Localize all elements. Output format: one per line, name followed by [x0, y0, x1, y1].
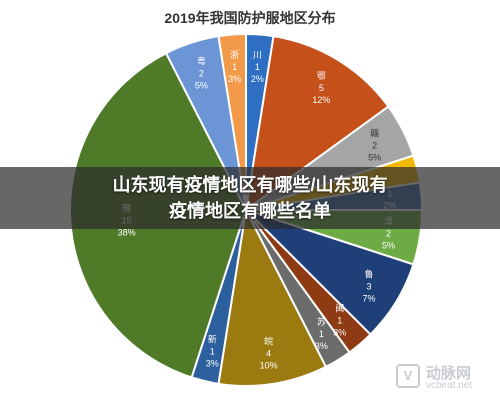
overlay-headline: 山东现有疫情地区有哪些/山东现有 疫情地区有哪些名单: [60, 172, 440, 224]
slice-label-1: 鄂 5 12%: [312, 71, 330, 105]
overlay-banner: [0, 167, 500, 229]
overlay-headline-line-1: 山东现有疫情地区有哪些/山东现有: [112, 175, 388, 195]
overlay-headline-line-2: 疫情地区有哪些名单: [169, 201, 331, 221]
pie-slice-13: [217, 32, 247, 211]
chart-title: 2019年我国防护服地区分布: [164, 10, 336, 26]
slice-label-13: 浙 1 3%: [228, 49, 241, 84]
slice-label-2: 赣 2 5%: [368, 127, 381, 162]
slice-label-0: 川 1 2%: [251, 50, 264, 84]
slice-label-8: 苏 1 3%: [315, 316, 328, 351]
slice-label-9: 皖 4 10%: [260, 336, 278, 371]
slice-label-12: 粤 2 5%: [195, 56, 208, 91]
pie-slice-1: [244, 35, 390, 213]
pie-slice-9: [217, 206, 328, 387]
watermark-name: 动脉网: [426, 365, 472, 382]
slice-label-6: 鲁 3 7%: [363, 268, 376, 303]
watermark-url: vcbeat.net: [426, 380, 473, 391]
slice-label-10: 新 1 3%: [206, 333, 219, 368]
slice-label-7: 闽 1 3%: [333, 303, 346, 338]
watermark-logo-icon: V: [396, 364, 420, 388]
watermark: V 动脉网 vcbeat.net: [396, 362, 492, 394]
